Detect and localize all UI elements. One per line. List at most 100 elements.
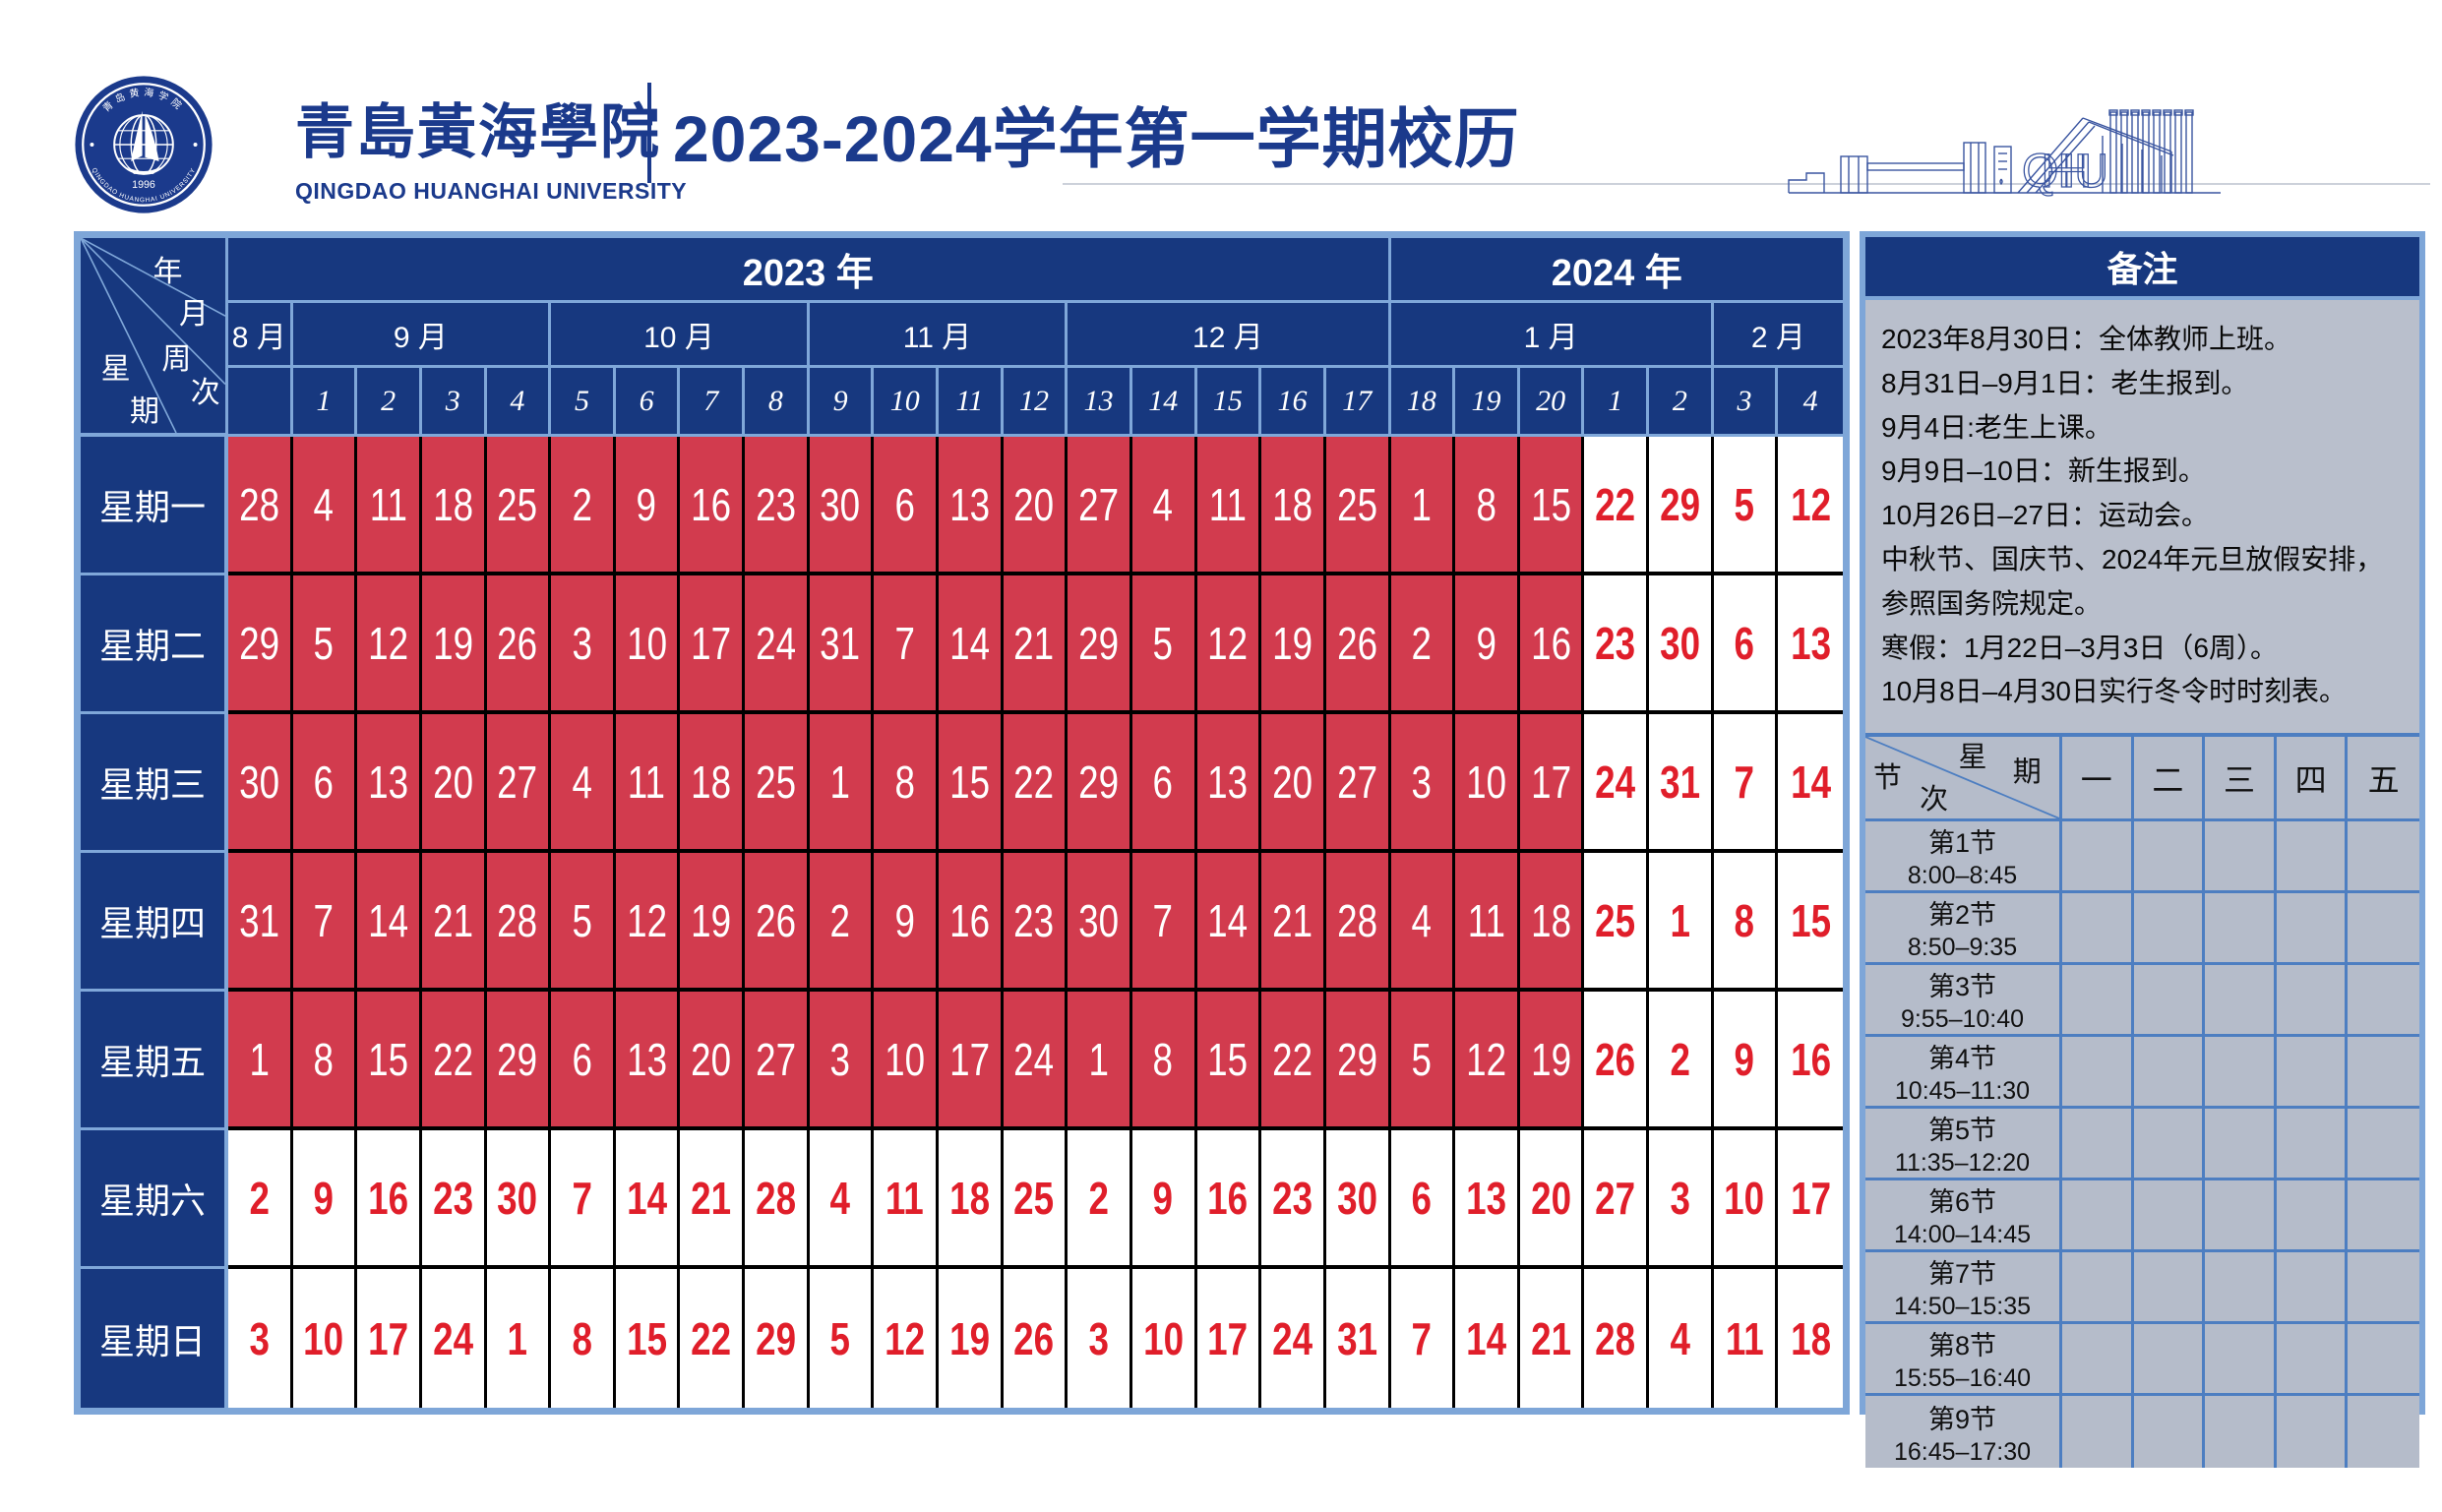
period-time: 8:50–9:35 xyxy=(1907,934,2018,961)
date-number: 9 xyxy=(636,478,657,530)
date-cell: 12 xyxy=(1196,575,1262,714)
date-number: 19 xyxy=(1272,617,1313,669)
date-cell: 5 xyxy=(1713,437,1779,575)
date-number: 16 xyxy=(368,1172,409,1224)
date-number: 29 xyxy=(755,1312,796,1364)
date-cell: 28 xyxy=(1325,853,1391,992)
date-cell: 17 xyxy=(1519,714,1585,853)
month-header-cell: 1 月 xyxy=(1390,303,1714,368)
schedule-corner-xing: 星 xyxy=(1958,741,1987,773)
date-cell: 9 xyxy=(292,1130,358,1269)
schedule-period-cell: 第3节 9:55–10:40 xyxy=(1865,965,2062,1037)
date-number: 14 xyxy=(1466,1312,1506,1364)
date-cell: 19 xyxy=(421,575,487,714)
schedule-empty-cell xyxy=(2205,1109,2277,1180)
date-cell: 20 xyxy=(1261,714,1326,853)
date-cell: 2 xyxy=(551,437,616,575)
date-number: 28 xyxy=(1336,894,1377,946)
date-cell: 26 xyxy=(1325,575,1391,714)
period-name: 第7节 xyxy=(1927,1259,1997,1289)
date-cell: 2 xyxy=(1649,992,1714,1130)
schedule-empty-cell xyxy=(2062,965,2134,1037)
date-cell: 8 xyxy=(292,992,358,1130)
schedule-empty-cell xyxy=(2348,1252,2419,1324)
schedule-empty-cell xyxy=(2205,1180,2277,1252)
year-header-cell: 2024 年 xyxy=(1390,238,1843,303)
date-number: 7 xyxy=(1153,894,1174,946)
schedule-empty-cell xyxy=(2062,893,2134,965)
date-number: 27 xyxy=(755,1033,796,1085)
date-number: 28 xyxy=(755,1172,796,1224)
date-number: 6 xyxy=(313,756,335,808)
date-cell: 21 xyxy=(421,853,487,992)
date-cell: 24 xyxy=(745,575,810,714)
corner-label-week: 周 xyxy=(161,342,192,376)
date-number: 14 xyxy=(948,617,990,669)
date-number: 15 xyxy=(626,1312,667,1364)
date-number: 13 xyxy=(1790,617,1831,669)
date-number: 12 xyxy=(1207,617,1249,669)
date-cell: 11 xyxy=(874,1130,940,1269)
schedule-corner-ci: 次 xyxy=(1920,783,1949,816)
date-number: 14 xyxy=(1790,756,1831,808)
schedule-empty-cell xyxy=(2133,1252,2206,1324)
period-time: 8:00–8:45 xyxy=(1907,862,2018,889)
date-number: 15 xyxy=(1207,1033,1249,1085)
schedule-empty-cell xyxy=(2205,965,2277,1037)
date-number: 24 xyxy=(1272,1312,1313,1364)
date-cell: 3 xyxy=(1068,1269,1132,1408)
date-number: 5 xyxy=(1734,478,1755,530)
date-number: 1 xyxy=(507,1312,528,1364)
schedule-empty-cell xyxy=(2277,1396,2349,1468)
week-number-cell: 2 xyxy=(1649,368,1714,437)
date-number: 21 xyxy=(1530,1312,1571,1364)
date-number: 19 xyxy=(432,617,473,669)
date-number: 22 xyxy=(1013,756,1055,808)
date-cell: 15 xyxy=(1196,992,1262,1130)
date-cell: 29 xyxy=(745,1269,810,1408)
schedule-period-cell: 第8节 15:55–16:40 xyxy=(1865,1324,2062,1396)
date-cell: 10 xyxy=(292,1269,358,1408)
date-cell: 4 xyxy=(1649,1269,1714,1408)
schedule-day-header: 二 xyxy=(2133,737,2206,821)
date-cell: 4 xyxy=(292,437,358,575)
university-logo: 1996 青岛黄海学院 QINGDAO HUANGHAI UNIVERSITY xyxy=(75,76,213,213)
date-number: 4 xyxy=(1670,1312,1690,1364)
date-cell: 27 xyxy=(1068,437,1132,575)
skyline-tower-sign xyxy=(1993,146,2012,194)
date-cell: 16 xyxy=(939,853,1004,992)
date-number: 17 xyxy=(948,1033,990,1085)
date-number: 15 xyxy=(1530,478,1571,530)
date-number: 24 xyxy=(755,617,796,669)
date-number: 21 xyxy=(432,894,473,946)
date-number: 21 xyxy=(1272,894,1313,946)
period-time: 15:55–16:40 xyxy=(1893,1364,2032,1392)
date-number: 1 xyxy=(1670,894,1690,946)
skyline-building xyxy=(1840,155,1868,194)
period-time: 9:55–10:40 xyxy=(1900,1005,2025,1033)
date-number: 27 xyxy=(1595,1172,1636,1224)
date-number: 2 xyxy=(1670,1033,1690,1085)
schedule-empty-cell xyxy=(2133,821,2206,893)
date-number: 5 xyxy=(313,617,335,669)
date-number: 8 xyxy=(1734,894,1755,946)
date-number: 15 xyxy=(948,756,990,808)
date-cell: 30 xyxy=(1068,853,1132,992)
schedule-empty-cell xyxy=(2062,821,2134,893)
date-number: 10 xyxy=(1466,756,1506,808)
date-cell: 7 xyxy=(292,853,358,992)
schedule-day-header: 三 xyxy=(2205,737,2277,821)
skyline-left-steps xyxy=(1788,172,1825,193)
week-number-cell: 14 xyxy=(1131,368,1197,437)
schedule-empty-cell xyxy=(2276,1037,2349,1109)
period-time: 14:00–14:45 xyxy=(1893,1221,2032,1248)
date-number: 18 xyxy=(948,1172,990,1224)
date-cell: 8 xyxy=(1455,437,1520,575)
date-cell: 6 xyxy=(551,992,616,1130)
schedule-day-header: 五 xyxy=(2348,737,2419,821)
date-cell: 12 xyxy=(874,1269,940,1408)
month-header-cell: 9 月 xyxy=(292,303,552,368)
date-number: 6 xyxy=(1153,756,1174,808)
weekday-label: 星期一 xyxy=(81,437,228,575)
date-cell: 4 xyxy=(551,714,616,853)
